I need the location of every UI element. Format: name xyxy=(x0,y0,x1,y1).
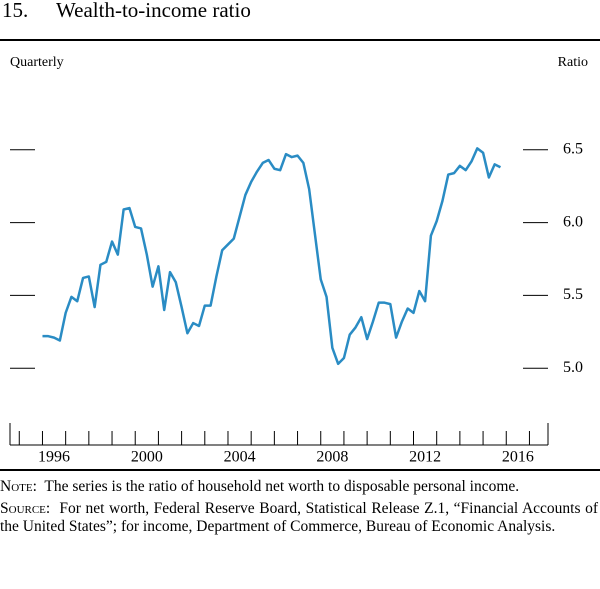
source: Source: For net worth, Federal Reserve B… xyxy=(0,500,598,536)
frequency-label: Quarterly xyxy=(10,55,64,70)
source-label: Source: xyxy=(0,500,51,517)
note: Note: The series is the ratio of househo… xyxy=(0,478,598,496)
note-label: Note: xyxy=(0,478,37,495)
y-tick-label: 5.0 xyxy=(563,359,583,376)
x-tick-label: 2016 xyxy=(502,449,534,466)
note-text: The series is the ratio of household net… xyxy=(44,478,520,495)
chart-title: Wealth-to-income ratio xyxy=(56,0,251,22)
data-line xyxy=(42,147,502,366)
x-tick-label: 2012 xyxy=(409,449,441,466)
x-tick-label: 2008 xyxy=(316,449,348,466)
y-tick-label: 6.0 xyxy=(563,213,583,230)
chart: 15. Wealth-to-income ratio Quarterly Rat… xyxy=(0,0,600,471)
chart-number: 15. xyxy=(2,0,28,22)
y-tick-label: 5.5 xyxy=(563,286,583,303)
source-text: For net worth, Federal Reserve Board, St… xyxy=(0,500,599,535)
x-tick-label: 2004 xyxy=(224,449,256,466)
y-axis-label: Ratio xyxy=(558,55,588,70)
notes: Note: The series is the ratio of househo… xyxy=(0,478,598,540)
x-tick-label: 2000 xyxy=(131,449,163,466)
x-tick-label: 1996 xyxy=(38,449,70,466)
y-tick-label: 6.5 xyxy=(563,140,583,157)
